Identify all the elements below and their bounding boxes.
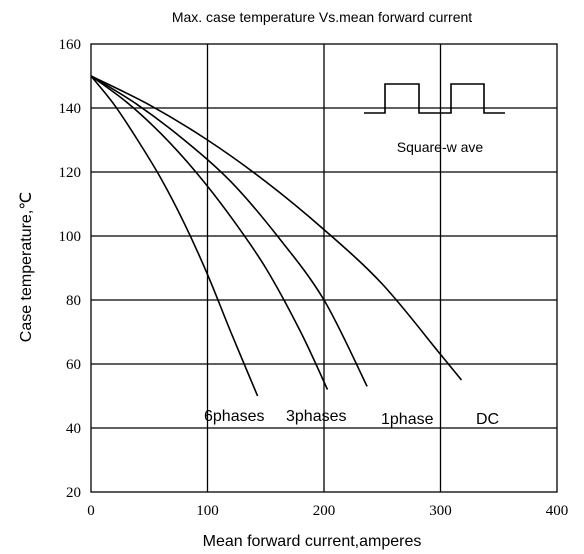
x-tick-label: 0	[87, 503, 95, 519]
series-label-1phase: 1phase	[381, 411, 434, 428]
y-tick-label: 20	[66, 485, 81, 501]
y-tick-label: 40	[66, 421, 81, 437]
x-axis-label: Mean forward current,amperes	[203, 533, 422, 550]
y-tick-label: 100	[59, 229, 82, 245]
series-curves	[90, 75, 463, 397]
tick-labels: 0 100 200 300 400 20 40 60 80 100 120 140 160	[59, 37, 569, 519]
y-axis-label: Case temperature,℃	[18, 192, 35, 342]
chart-title: Max. case temperature Vs.mean forward cu…	[172, 9, 472, 25]
series-label-3phases: 3phases	[286, 408, 347, 425]
y-tick-label: 140	[59, 101, 82, 117]
series-label-dc: DC	[476, 411, 499, 428]
series-line-6phases	[90, 75, 259, 397]
y-tick-label: 120	[59, 165, 82, 181]
y-tick-label: 60	[66, 357, 81, 373]
x-tick-label: 100	[196, 503, 219, 519]
square-wave-label: Square-w ave	[397, 139, 484, 155]
square-wave-icon	[364, 83, 505, 114]
plot-frame	[90, 43, 558, 493]
series-line-3phases	[90, 75, 329, 390]
series-line-1phase	[90, 75, 368, 387]
y-tick-label: 80	[66, 293, 81, 309]
x-tick-label: 300	[429, 503, 452, 519]
series-label-6phases: 6phases	[204, 408, 265, 425]
x-tick-label: 200	[313, 503, 336, 519]
x-tick-label: 400	[546, 503, 569, 519]
series-line-dc	[90, 75, 463, 381]
series-labels: 6phases 3phases 1phase DC	[204, 408, 499, 428]
square-wave-annotation: Square-w ave	[364, 83, 505, 155]
y-tick-label: 160	[59, 37, 82, 53]
